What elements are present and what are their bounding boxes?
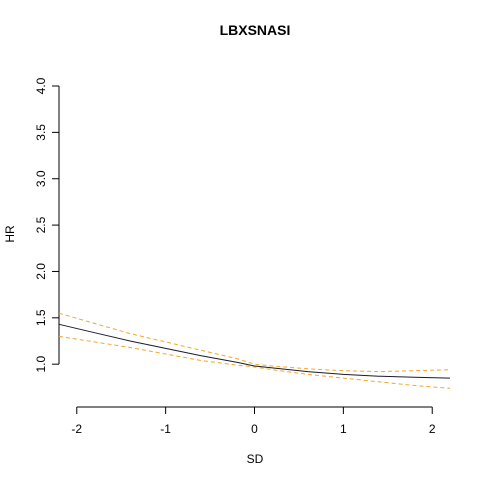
x-tick-label: -1 (160, 422, 171, 436)
y-tick-label: 4.0 (34, 77, 48, 94)
y-tick-label: 3.5 (34, 124, 48, 141)
hr-estimate-line (58, 323, 451, 379)
y-tick-label: 1.5 (34, 309, 48, 326)
y-tick-label: 2.0 (34, 263, 48, 280)
x-tick-label: -2 (71, 422, 82, 436)
axes: -2 -1 0 1 2 1.0 1.5 2.0 2.5 3.0 3.5 4.0 (34, 77, 436, 436)
ci-upper-line (58, 312, 451, 373)
x-tick-label: 1 (340, 422, 347, 436)
x-tick-label: 2 (429, 422, 436, 436)
ci-lower-line (58, 335, 451, 389)
chart-title: LBXSNASI (220, 22, 291, 38)
x-tick-label: 0 (251, 422, 258, 436)
y-tick-label: 1.0 (34, 356, 48, 373)
plot-lines (58, 312, 451, 389)
y-axis-label: HR (3, 225, 17, 243)
y-tick-label: 3.0 (34, 170, 48, 187)
y-tick-label: 2.5 (34, 216, 48, 233)
x-axis-label: SD (247, 452, 264, 466)
